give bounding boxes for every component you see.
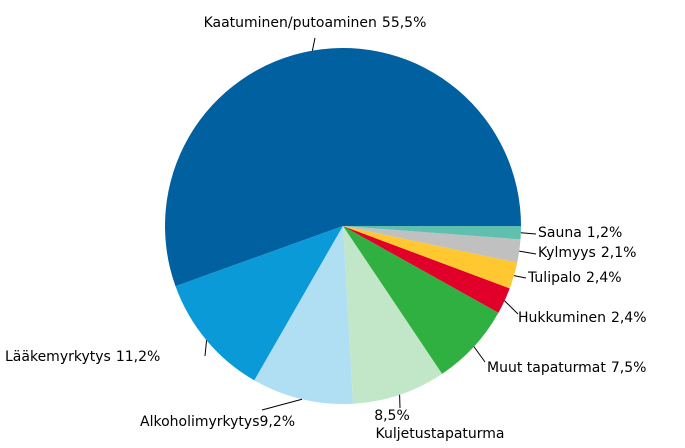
pie-slice	[175, 226, 343, 381]
leader-line	[261, 398, 303, 411]
leader-line	[311, 37, 316, 51]
pie-slice	[343, 226, 521, 240]
value-label: 7,5%	[611, 360, 647, 376]
value-label: 1,2%	[587, 225, 623, 241]
slice-label: Kuljetustapaturma	[375, 426, 504, 442]
slice-label: Muut tapaturmat	[487, 360, 606, 376]
value-label: 2,4%	[586, 270, 622, 286]
value-label: 2,4%	[611, 310, 647, 326]
slice-label-group: Sauna 1,2%	[538, 225, 622, 241]
pie-slice	[343, 226, 510, 313]
slice-label-group: Muut tapaturmat 7,5%	[487, 360, 646, 376]
value-label: 11,2%	[116, 349, 160, 365]
pie-slice	[343, 226, 499, 374]
value-label: 8,5%	[374, 408, 410, 424]
slice-label: Lääkemyrkytys	[5, 349, 111, 365]
slice-label-group: Kylmyys 2,1%	[538, 245, 636, 261]
value-label: 2,1%	[601, 245, 637, 261]
pie-slice	[343, 226, 521, 263]
leader-line	[504, 300, 519, 315]
slice-label: Hukkuminen	[518, 310, 606, 326]
leader-line	[513, 275, 527, 279]
slice-label-group: Hukkuminen 2,4%	[518, 310, 647, 326]
slice-label: Alkoholimyrkytys	[140, 414, 260, 430]
slice-label: Tulipalo	[527, 270, 581, 286]
slice-label-group: Alkoholimyrkytys9,2%	[140, 414, 295, 430]
slice-label: Sauna	[538, 225, 582, 241]
slice-label-group: Tulipalo 2,4%	[527, 270, 622, 286]
pie-slice	[343, 226, 443, 404]
leader-line	[519, 250, 537, 255]
pie-slice	[254, 226, 354, 404]
value-label: 55,5%	[382, 15, 426, 31]
slice-label-group: Lääkemyrkytys 11,2%	[5, 349, 160, 365]
value-label: 9,2%	[260, 414, 296, 430]
slice-label: Kylmyys	[538, 245, 596, 261]
pie-slice	[165, 48, 521, 287]
leader-line	[520, 232, 537, 235]
slice-label: Kaatuminen/putoaminen	[204, 15, 377, 31]
slice-label-group: Kaatuminen/putoaminen 55,5%	[204, 15, 427, 31]
leader-line	[473, 346, 486, 363]
leader-line	[204, 340, 208, 357]
pie-slice	[343, 226, 518, 289]
